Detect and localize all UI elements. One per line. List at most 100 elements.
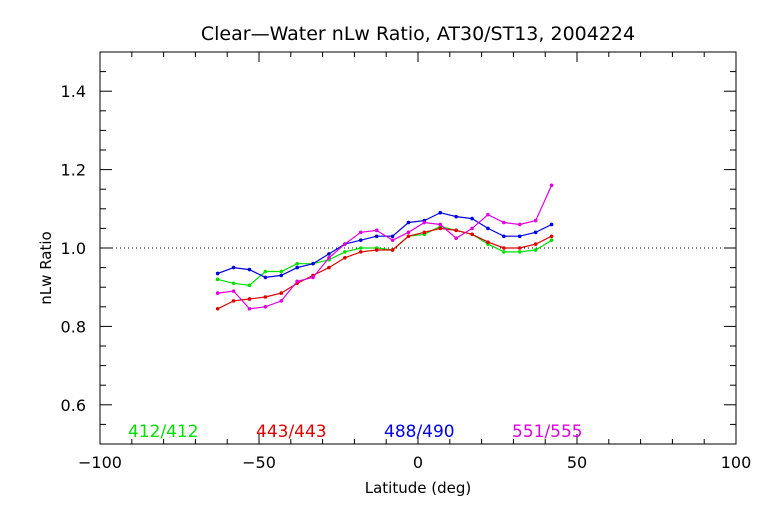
data-point bbox=[327, 265, 331, 270]
data-point bbox=[406, 234, 411, 239]
data-point bbox=[263, 275, 268, 280]
data-point bbox=[263, 305, 268, 309]
data-point bbox=[533, 242, 538, 246]
y-tick-label: 1.4 bbox=[61, 82, 86, 101]
data-point bbox=[215, 271, 220, 276]
data-point bbox=[390, 248, 395, 252]
y-tick-label: 1.0 bbox=[61, 239, 86, 258]
data-point bbox=[343, 250, 347, 254]
data-point bbox=[343, 255, 347, 260]
data-point bbox=[343, 242, 347, 246]
data-point bbox=[327, 252, 331, 256]
x-tick-label: −50 bbox=[242, 453, 276, 472]
x-tick-label: 100 bbox=[721, 453, 752, 472]
data-point bbox=[454, 236, 458, 240]
data-point bbox=[215, 277, 220, 282]
data-point bbox=[374, 228, 379, 233]
data-point bbox=[549, 222, 554, 227]
data-point bbox=[279, 269, 284, 274]
data-point bbox=[502, 220, 506, 225]
data-point bbox=[358, 250, 363, 254]
data-point bbox=[533, 230, 538, 235]
series-line bbox=[217, 185, 553, 310]
data-point bbox=[486, 226, 490, 231]
data-point bbox=[517, 246, 522, 250]
series-line bbox=[217, 212, 552, 279]
data-point bbox=[279, 291, 284, 295]
data-point bbox=[311, 275, 315, 280]
data-point bbox=[517, 222, 522, 227]
data-point bbox=[215, 291, 220, 295]
data-point bbox=[263, 295, 268, 299]
data-point bbox=[517, 234, 522, 239]
data-point bbox=[502, 250, 506, 254]
data-point bbox=[390, 234, 395, 239]
x-axis-label: Latitude (deg) bbox=[365, 479, 471, 497]
data-point bbox=[486, 240, 490, 244]
series-group bbox=[215, 183, 554, 311]
data-point bbox=[231, 265, 236, 270]
data-point bbox=[247, 297, 252, 301]
data-point bbox=[517, 250, 522, 254]
data-point bbox=[247, 306, 252, 311]
data-point bbox=[263, 269, 268, 274]
data-point bbox=[470, 226, 474, 231]
x-tick-label: −100 bbox=[78, 453, 122, 472]
data-point bbox=[454, 214, 458, 219]
data-point bbox=[422, 220, 427, 225]
data-point bbox=[549, 238, 554, 242]
data-point bbox=[438, 222, 443, 227]
data-point bbox=[215, 306, 220, 311]
data-point bbox=[231, 289, 236, 293]
data-point bbox=[311, 261, 315, 266]
series-2 bbox=[215, 226, 554, 311]
data-point bbox=[422, 230, 427, 235]
y-axis-label: nLw Ratio bbox=[37, 231, 55, 304]
data-point bbox=[454, 228, 458, 233]
data-point bbox=[279, 273, 284, 278]
data-point bbox=[470, 232, 474, 237]
data-point bbox=[327, 255, 331, 260]
y-tick-label: 0.6 bbox=[61, 396, 86, 415]
legend-label: 551/555 bbox=[512, 422, 583, 442]
data-point bbox=[549, 234, 554, 239]
plot-frame: −100 −50 0 50 100 0.6 0.8 1.0 1.2 1.4 bbox=[61, 51, 752, 472]
data-point bbox=[295, 279, 299, 284]
data-point bbox=[470, 216, 474, 221]
data-point bbox=[231, 281, 236, 286]
data-point bbox=[247, 267, 252, 272]
x-tick-label: 50 bbox=[567, 453, 587, 472]
data-point bbox=[358, 246, 363, 250]
series-line bbox=[217, 225, 552, 286]
data-point bbox=[502, 246, 506, 250]
series-line bbox=[217, 227, 552, 310]
data-point bbox=[279, 299, 284, 303]
legend-label: 412/412 bbox=[128, 422, 199, 442]
y-tick-label: 0.8 bbox=[61, 317, 86, 336]
data-point bbox=[295, 261, 299, 266]
data-point bbox=[438, 210, 443, 215]
chart-title: Clear—Water nLw Ratio, AT30/ST13, 200422… bbox=[201, 23, 635, 45]
data-point bbox=[502, 234, 506, 239]
data-point bbox=[390, 238, 395, 242]
data-point bbox=[406, 220, 411, 225]
series-4 bbox=[215, 183, 554, 311]
data-point bbox=[533, 218, 538, 223]
data-point bbox=[295, 265, 299, 270]
data-point bbox=[231, 299, 236, 303]
x-tick-label: 0 bbox=[413, 453, 423, 472]
data-point bbox=[374, 234, 379, 239]
data-point bbox=[486, 212, 490, 217]
data-point bbox=[358, 238, 363, 242]
y-tick-label: 1.2 bbox=[61, 161, 86, 180]
data-point bbox=[406, 230, 411, 235]
data-point bbox=[374, 248, 379, 252]
data-point bbox=[247, 283, 252, 288]
data-point bbox=[533, 248, 538, 252]
data-point bbox=[549, 183, 554, 188]
legend-label: 443/443 bbox=[256, 422, 327, 442]
series-1 bbox=[215, 224, 554, 288]
data-point bbox=[358, 230, 363, 235]
